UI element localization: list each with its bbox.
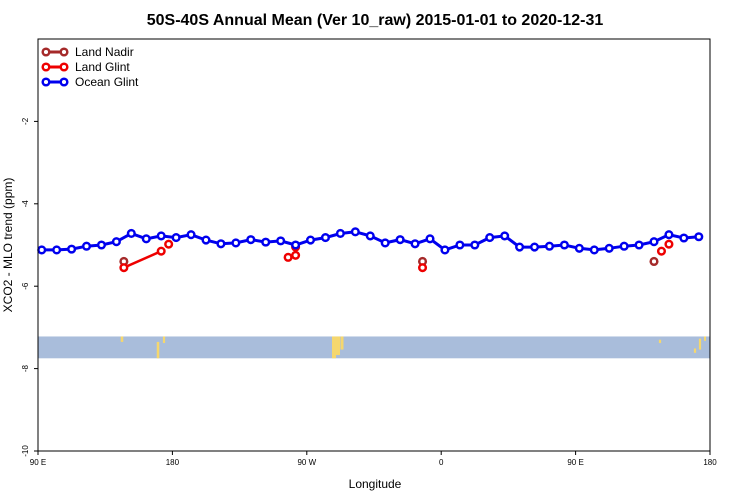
land-glint-point [164,239,174,249]
x-axis: 90 E 180 90 W 0 90 E 180 [30,451,717,467]
land-glint-point [417,263,428,273]
ocean-glint-point [619,241,629,251]
land-glint-point [656,246,667,256]
ocean-glint-point [574,243,584,253]
x-axis-label: Longitude [349,477,402,491]
ocean-glint-point [485,233,495,243]
ocean-glint-point [395,235,405,245]
ocean-glint-point [126,228,136,239]
land-glint-line [123,250,162,269]
land-patch [156,341,160,359]
y-tick-label: -10 [21,445,30,457]
ocean-glint-point [81,241,92,251]
ocean-glint-point [186,230,196,240]
chart-title: 50S-40S Annual Mean (Ver 10_raw) 2015-01… [147,12,604,29]
x-tick-label: 90 E [30,458,46,467]
ocean-glint-point [410,239,420,249]
ocean-glint-point [67,244,77,254]
ocean-glint-point [350,227,360,237]
ocean-band [38,336,710,359]
ocean-glint-point [559,240,569,250]
ocean-glint-point [634,240,644,250]
land-glint-point [119,263,129,273]
ocean-glint-point [455,240,465,250]
legend-label-land-glint: Land Glint [75,60,130,74]
land-patch [336,336,340,356]
land-glint-point [283,252,293,262]
ocean-glint-point [664,230,674,240]
legend-label-land-nadir: Land Nadir [75,45,134,59]
series-layer [37,227,704,273]
land-glint-point [156,246,166,256]
y-tick-label: -8 [21,364,30,372]
y-axis: -2 -4 -6 -8 -10 [21,117,38,457]
legend-marker-land-glint [59,62,69,72]
land-glint-point [291,250,301,260]
ocean-glint-point [291,240,301,250]
ocean-glint-point [544,241,555,251]
ocean-glint-point [365,231,375,241]
ocean-glint-point [246,235,256,245]
land-patch [162,336,166,344]
legend-marker-ocean-glint [59,77,69,87]
ocean-glint-point [589,245,599,255]
y-axis-label: XCO2 - MLO trend (ppm) [1,178,15,313]
ocean-glint-point [37,245,47,255]
land-patch [120,336,124,342]
ocean-glint-point [216,239,226,249]
x-tick-label: 180 [166,458,180,467]
ocean-glint-point [529,242,540,252]
y-tick-label: -6 [21,282,30,290]
ocean-glint-point [470,240,480,250]
x-tick-label: 90 W [297,458,316,467]
land-nadir-point [649,256,659,267]
ocean-glint-point [694,232,704,242]
legend-marker-land-nadir [59,47,69,57]
legend-marker-land-nadir [41,47,51,57]
ocean-glint-point [649,237,659,247]
land-patch [693,348,697,353]
ocean-glint-point [261,237,271,247]
ocean-glint-point [52,245,62,255]
ocean-glint-point [171,233,181,243]
x-tick-label: 180 [703,458,717,467]
ocean-glint-point [231,238,241,248]
x-tick-label: 0 [439,458,444,467]
land-patch [658,339,662,344]
ocean-glint-point [440,245,450,255]
legend-marker-land-glint [41,62,51,72]
legend-marker-ocean-glint [41,77,51,87]
y-tick-label: -2 [21,117,30,125]
ocean-glint-point [604,243,614,253]
land-patch [340,336,344,350]
x-tick-label: 90 E [567,458,583,467]
ocean-glint-point [335,228,345,239]
ocean-glint-point [500,231,510,241]
land-glint-point [664,239,674,249]
ocean-glint-point [425,234,435,244]
y-tick-label: -4 [21,200,30,208]
ocean-glint-point [276,236,286,246]
ocean-glint-point [380,238,390,248]
ocean-glint-point [679,233,689,243]
land-patch [704,336,706,341]
ocean-glint-point [96,240,107,250]
plot-frame [37,38,711,452]
ocean-glint-point [156,231,166,241]
ocean-glint-point [141,234,151,244]
ocean-glint-point [111,237,121,247]
land-patch [332,336,336,359]
ocean-glint-point [515,242,525,252]
map-strip [38,336,710,359]
ocean-glint-point [320,233,331,243]
ocean-glint-point [305,235,316,245]
land-patch [698,338,702,350]
ocean-glint-point [201,235,211,245]
legend-label-ocean-glint: Ocean Glint [75,75,139,89]
